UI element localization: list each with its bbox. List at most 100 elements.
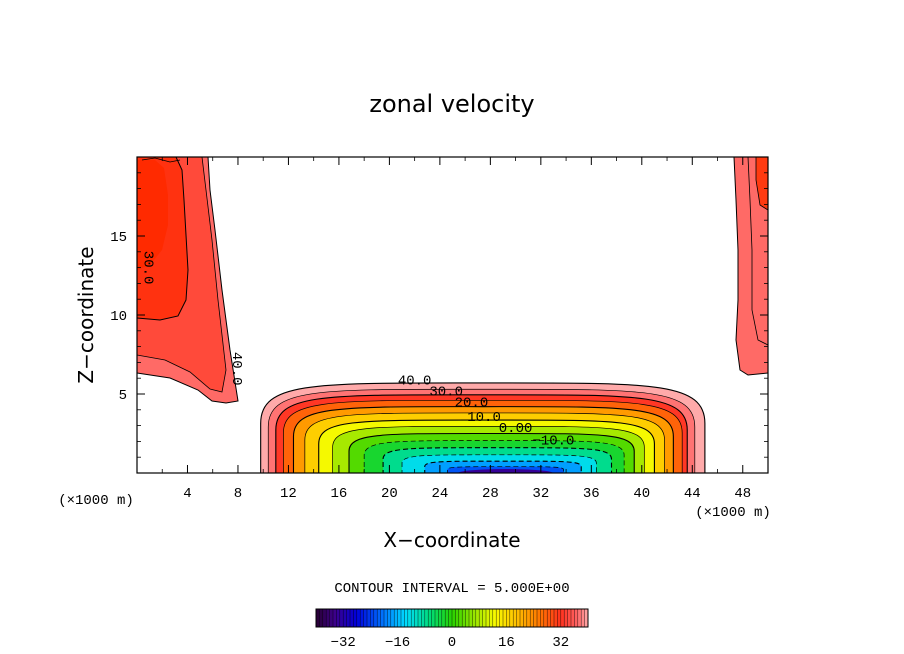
colorbar-segment	[322, 609, 327, 627]
colorbar-segment	[496, 609, 500, 627]
colorbar-segment	[424, 609, 429, 627]
lower-jet-contour-line	[292, 406, 674, 473]
x-unit-right-label: (×1000 m)	[695, 505, 771, 521]
colorbar-segment	[435, 609, 439, 627]
lower-jet-contour-line	[275, 394, 688, 473]
colorbar-segment	[581, 609, 585, 627]
colorbar-segment	[431, 609, 436, 627]
colorbar-segment	[336, 609, 341, 627]
colorbar-segment	[397, 609, 402, 627]
colorbar-segment	[533, 609, 538, 627]
lower-jet-contour-line	[382, 447, 613, 473]
colorbar-segment	[499, 609, 504, 627]
colorbar-segment	[445, 609, 449, 627]
x-tick-label: 8	[234, 486, 242, 502]
colorbar-tick-label: −32	[331, 635, 356, 651]
colorbar-segment	[506, 609, 511, 627]
colorbar-segment	[482, 609, 487, 627]
colorbar-segment	[479, 609, 483, 627]
colorbar-segment	[414, 609, 419, 627]
colorbar-segment	[520, 609, 524, 627]
colorbar-segment	[319, 609, 324, 627]
left-contour-line-35	[137, 157, 227, 393]
colorbar-frame	[315, 608, 589, 628]
colorbar-segment	[339, 609, 344, 627]
plot-area	[137, 157, 768, 473]
x-tick-label: 20	[381, 486, 398, 502]
contour-label: −10.0	[532, 434, 574, 450]
lower-jet-contour-line	[447, 466, 564, 473]
colorbar-segment	[574, 609, 579, 627]
x-tick-label: 24	[431, 486, 448, 502]
colorbar-segment	[523, 609, 528, 627]
colorbar-segment	[370, 609, 375, 627]
colorbar-segment	[571, 609, 575, 627]
colorbar-segment	[550, 609, 555, 627]
colorbar-segment	[329, 609, 334, 627]
colorbar-segment	[537, 609, 541, 627]
colorbar-segment	[560, 609, 565, 627]
colorbar-segment	[356, 609, 361, 627]
left-contour-line-30	[137, 157, 189, 321]
colorbar-segment	[455, 609, 460, 627]
right-jet-fill-outer	[734, 157, 768, 375]
contour-label: 0.00	[499, 421, 533, 437]
colorbar-segment	[316, 609, 320, 627]
contour-label: 10.0	[467, 410, 501, 426]
contour-interval-text: CONTOUR INTERVAL = 5.000E+00	[334, 581, 569, 597]
lower-jet-contour-line	[318, 419, 655, 473]
x-tick-label: 48	[734, 486, 751, 502]
colorbar-segment	[387, 609, 392, 627]
colorbar-segment	[577, 609, 582, 627]
colorbar-segment	[530, 609, 534, 627]
colorbar-segment	[343, 609, 347, 627]
colorbar-segment	[404, 609, 409, 627]
x-tick-label: 12	[280, 486, 297, 502]
colorbar-segment	[394, 609, 398, 627]
colorbar-segment	[486, 609, 490, 627]
colorbar-segment	[557, 609, 562, 627]
lower-jet	[260, 382, 706, 473]
x-axis-label: X−coordinate	[383, 528, 520, 552]
colorbar-tick-label: 32	[552, 635, 569, 651]
colorbar-segment	[469, 609, 473, 627]
colorbar-segment	[475, 609, 480, 627]
colorbar-segment	[428, 609, 432, 627]
left-jet-fill-max	[137, 160, 168, 270]
colorbar-segment	[377, 609, 381, 627]
y-tick-label: 10	[110, 309, 127, 325]
y-tick-label: 15	[110, 230, 127, 246]
x-unit-left-label: (×1000 m)	[58, 493, 134, 509]
lower-jet-contour-line	[304, 412, 665, 473]
lower-jet-core	[458, 469, 553, 473]
lower-jet-contour-line	[332, 426, 645, 473]
colorbar-ticks: −32 −16 0 16 32	[331, 635, 570, 651]
contour-label: 40.0	[398, 374, 432, 390]
colorbar-segment	[350, 609, 354, 627]
colorbar-segment	[584, 609, 589, 627]
colorbar	[315, 608, 589, 628]
colorbar-segment	[547, 609, 551, 627]
colorbar-tick-label: 0	[448, 635, 456, 651]
colorbar-segment	[489, 609, 494, 627]
colorbar-segment	[452, 609, 456, 627]
lower-jet-contour-line	[424, 460, 582, 473]
colorbar-segment	[380, 609, 385, 627]
colorbar-segment	[540, 609, 545, 627]
lower-jet-contour-line	[260, 382, 706, 473]
colorbar-segment	[526, 609, 531, 627]
x-tick-label: 32	[532, 486, 549, 502]
colorbar-segment	[407, 609, 412, 627]
colorbar-segment	[465, 609, 470, 627]
colorbar-segment	[346, 609, 351, 627]
colorbar-segment	[360, 609, 364, 627]
contour-label: 30.0	[140, 251, 156, 285]
colorbar-segment	[513, 609, 517, 627]
x-axis-ticks: 4 8 12 16 20 24 28 32 36 40 44 48	[161, 157, 751, 502]
contour-labels: 40.030.020.010.00.00−10.030.040.0	[140, 251, 575, 450]
colorbar-segment	[326, 609, 330, 627]
contour-label: 30.0	[429, 385, 463, 401]
colorbar-segment	[441, 609, 446, 627]
colorbar-segment	[509, 609, 514, 627]
